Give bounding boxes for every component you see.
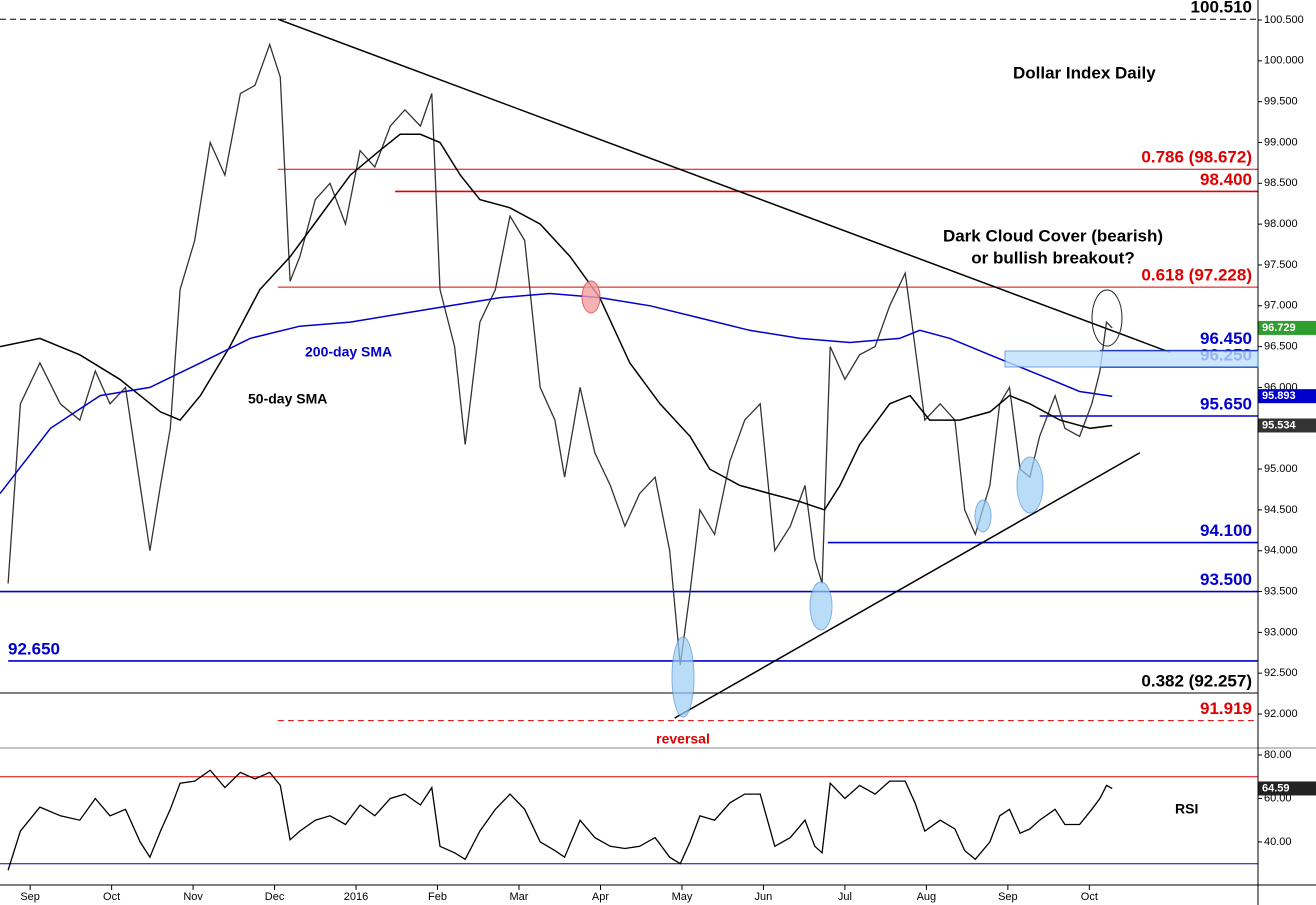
y-tick-label: 94.000 [1264, 545, 1298, 557]
x-tick-label: Dec [265, 891, 285, 903]
level-label: 0.382 (92.257) [1141, 672, 1252, 691]
price-badge-label: 64.59 [1262, 782, 1290, 794]
level-label: 100.510 [1191, 0, 1252, 17]
y-tick-label: 92.000 [1264, 708, 1298, 720]
price-badge-label: 95.534 [1262, 419, 1297, 431]
x-tick-label: 2016 [344, 891, 368, 903]
level-label: 96.450 [1200, 329, 1252, 348]
level-label: 0.786 (98.672) [1141, 148, 1252, 167]
chart-title: Dollar Index Daily [1013, 63, 1156, 82]
level-label: 95.650 [1200, 394, 1252, 413]
price-badge [1258, 389, 1316, 404]
annotation: Dark Cloud Cover (bearish) [943, 226, 1163, 245]
price-badge [1258, 781, 1316, 796]
candle-marker [1091, 289, 1123, 347]
y-tick-label: 97.500 [1264, 259, 1298, 271]
level-label: 93.500 [1200, 570, 1252, 589]
annotation: or bullish breakout? [971, 248, 1134, 267]
x-tick-label: Aug [917, 891, 937, 903]
x-tick-label: Apr [592, 891, 609, 903]
level-label: 92.650 [8, 639, 60, 658]
y-tick-label: 40.00 [1264, 836, 1292, 848]
y-tick-label: 95.000 [1264, 463, 1298, 475]
x-tick-label: Nov [183, 891, 203, 903]
low-marker [809, 581, 833, 631]
x-tick-label: Mar [510, 891, 529, 903]
series-line [0, 133, 1113, 511]
y-tick-label: 80.00 [1264, 749, 1292, 761]
y-tick-label: 97.000 [1264, 300, 1298, 312]
y-tick-label: 96.500 [1264, 341, 1298, 353]
x-tick-label: Jul [838, 891, 852, 903]
x-tick-label: Jun [755, 891, 773, 903]
price-badge [1258, 320, 1316, 335]
panel-title: RSI [1175, 801, 1198, 817]
y-tick-label: 98.500 [1264, 177, 1298, 189]
y-tick-label: 93.000 [1264, 626, 1298, 638]
y-tick-label: 99.500 [1264, 96, 1298, 108]
x-tick-label: Sep [998, 891, 1018, 903]
x-tick-label: May [672, 891, 693, 903]
low-marker [974, 499, 992, 533]
series-label: 200-day SMA [305, 344, 392, 360]
series-line [7, 769, 1113, 871]
x-tick-label: Feb [428, 891, 447, 903]
price-badge-label: 95.893 [1262, 390, 1296, 402]
level-label: 94.100 [1200, 521, 1252, 540]
y-tick-label: 99.000 [1264, 136, 1298, 148]
breakout-zone [1004, 350, 1259, 368]
low-marker [1016, 456, 1044, 514]
cross-marker [581, 280, 601, 314]
trendline [277, 18, 1171, 354]
y-tick-label: 93.500 [1264, 585, 1298, 597]
low-marker [671, 636, 695, 718]
y-tick-label: 100.500 [1264, 14, 1304, 26]
annotation: reversal [656, 731, 710, 747]
series-label: 50-day SMA [248, 391, 327, 407]
price-badge [1258, 418, 1316, 433]
series-line [7, 42, 1113, 666]
y-tick-label: 100.000 [1264, 55, 1304, 67]
level-label: 91.919 [1200, 699, 1252, 718]
trendline [674, 452, 1141, 719]
y-tick-label: 94.500 [1264, 504, 1298, 516]
level-label: 98.400 [1200, 170, 1252, 189]
y-tick-label: 98.000 [1264, 218, 1298, 230]
x-tick-label: Oct [1081, 891, 1098, 903]
y-tick-label: 92.500 [1264, 667, 1298, 679]
level-label: 0.618 (97.228) [1141, 266, 1252, 285]
x-tick-label: Sep [20, 891, 40, 903]
price-badge-label: 96.729 [1262, 322, 1296, 334]
x-tick-label: Oct [103, 891, 120, 903]
